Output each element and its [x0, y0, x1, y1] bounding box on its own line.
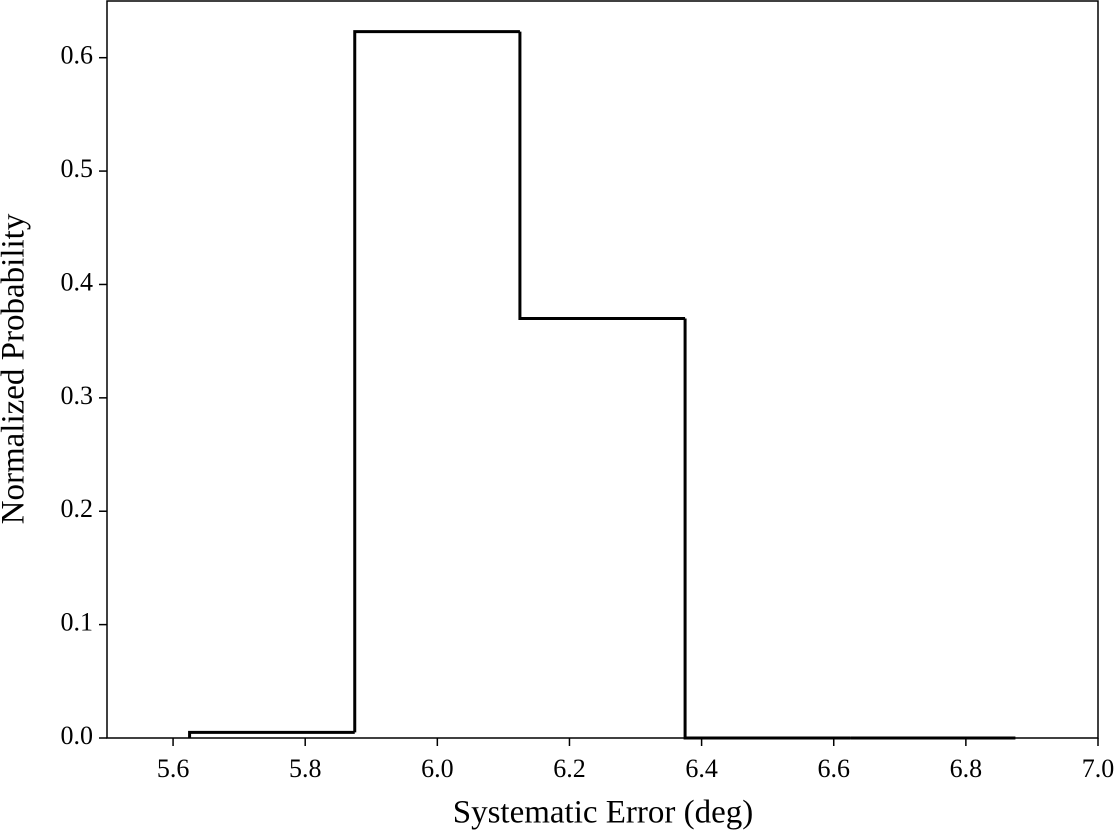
y-axis-label: Normalized Probability	[0, 213, 32, 524]
y-tick-label: 0.6	[61, 41, 94, 70]
y-tick-label: 0.3	[61, 381, 94, 410]
x-tick-label: 6.6	[817, 754, 850, 783]
x-tick-label: 5.8	[289, 754, 322, 783]
x-tick-label: 6.8	[950, 754, 983, 783]
x-axis-label: Systematic Error (deg)	[453, 795, 754, 831]
y-tick-label: 0.4	[61, 267, 94, 296]
y-tick-label: 0.1	[61, 608, 94, 637]
histogram-step	[683, 318, 851, 740]
x-tick-label: 5.6	[157, 754, 190, 783]
x-tick-label: 6.0	[421, 754, 454, 783]
histogram-step	[353, 30, 520, 733]
x-tick-label: 6.2	[553, 754, 586, 783]
plot-frame	[106, 0, 1099, 739]
histogram-step	[188, 730, 355, 738]
y-tick-label: 0.2	[61, 494, 94, 523]
y-tick-label: 0.5	[61, 154, 94, 183]
histogram-step	[518, 31, 686, 320]
y-tick-label: 0.0	[61, 721, 94, 750]
x-tick-label: 7.0	[1082, 754, 1115, 783]
x-tick-label: 6.4	[685, 754, 718, 783]
